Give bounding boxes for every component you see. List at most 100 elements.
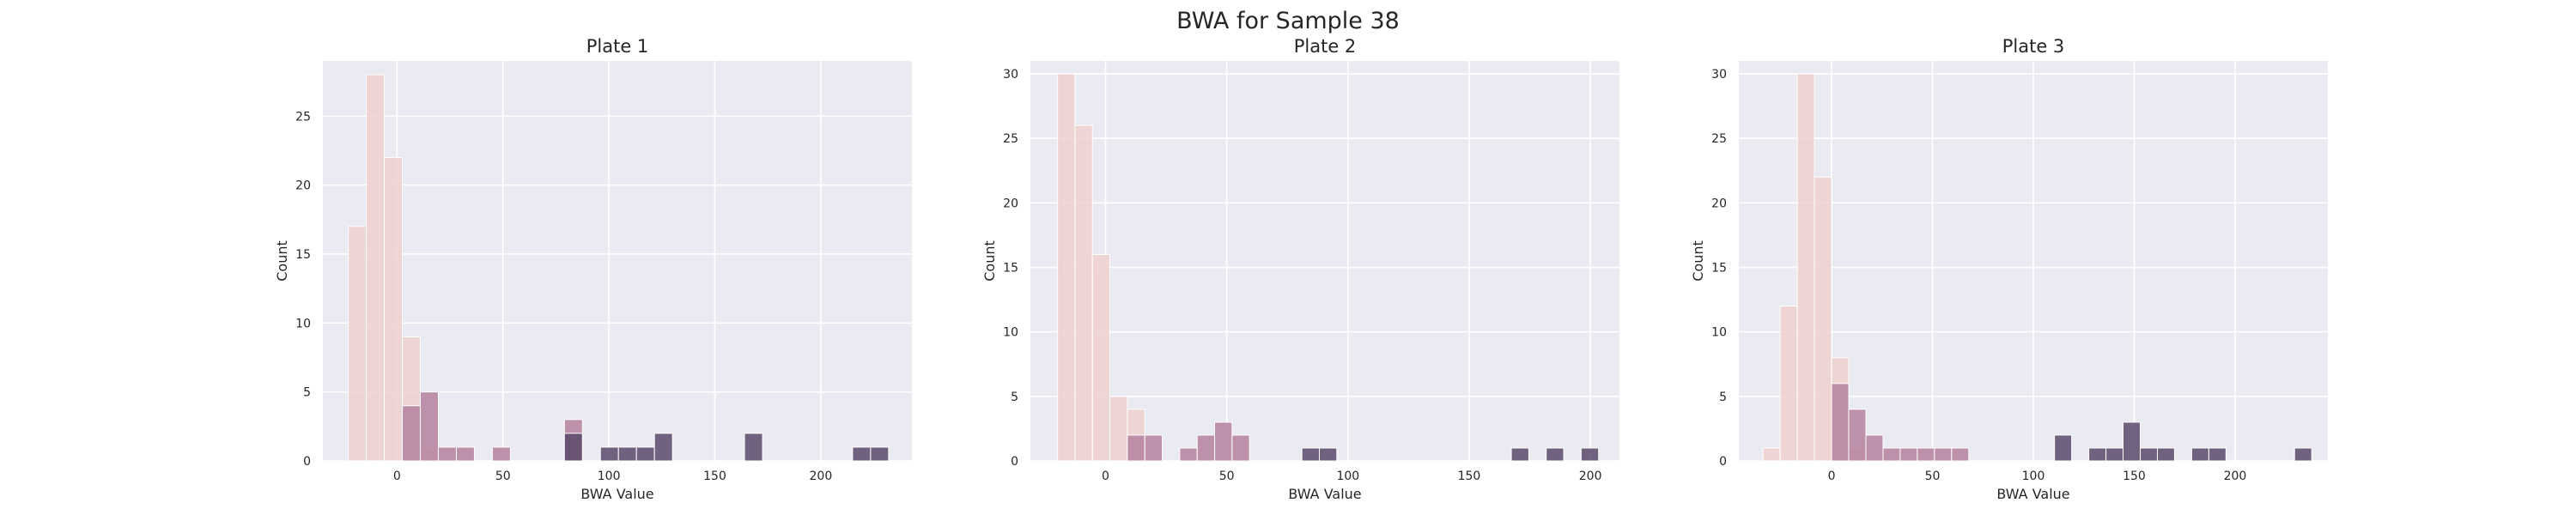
bar-low bbox=[348, 226, 368, 462]
bar-high bbox=[563, 433, 583, 462]
x-tick-label: 200 bbox=[810, 470, 833, 483]
bar-mid bbox=[1882, 447, 1901, 462]
y-axis-label: Count bbox=[274, 240, 290, 282]
y-tick-label: 15 bbox=[1003, 262, 1018, 276]
x-tick-label: 200 bbox=[1579, 470, 1602, 483]
bar-high bbox=[2140, 447, 2158, 462]
bar-low bbox=[1762, 447, 1781, 462]
x-tick-label: 100 bbox=[2022, 470, 2045, 483]
y-axis-label: Count bbox=[1690, 240, 1706, 282]
bar-high bbox=[2105, 447, 2124, 462]
bar-high bbox=[1319, 447, 1338, 462]
panel-1: 0 50 100 150 200 0 5 10 15 20 25 Plate 1 BWA Value Co… bbox=[274, 36, 912, 502]
x-axis-label: BWA Value bbox=[1996, 486, 2069, 502]
x-tick-label: 200 bbox=[2224, 470, 2247, 483]
bar-mid bbox=[1917, 447, 1935, 462]
bar-low bbox=[1796, 73, 1815, 462]
y-axis-label: Count bbox=[981, 240, 998, 282]
panel-3: 0 50 100 150 200 0 5 10 15 20 25 30 Plate 3 BWA Value… bbox=[1690, 36, 2328, 502]
bar-high bbox=[2293, 447, 2312, 462]
bar-mid bbox=[1196, 434, 1216, 462]
bar-mid bbox=[1231, 434, 1250, 462]
x-tick-label: 100 bbox=[598, 470, 621, 483]
bar-low bbox=[384, 156, 404, 462]
x-tick-label: 150 bbox=[703, 470, 726, 483]
x-tick-label: 0 bbox=[393, 470, 401, 483]
bar-high bbox=[2088, 447, 2107, 462]
bar-mid bbox=[1144, 434, 1163, 462]
panel-title: Plate 1 bbox=[586, 36, 649, 57]
y-tick-label: 20 bbox=[1711, 197, 1727, 210]
bar-low bbox=[1109, 396, 1128, 462]
bar-mid bbox=[402, 405, 422, 462]
bar-high bbox=[1580, 447, 1600, 462]
bar-high bbox=[870, 446, 890, 462]
bar-mid bbox=[420, 391, 439, 462]
y-tick-label: 0 bbox=[303, 455, 311, 469]
x-tick-label: 0 bbox=[1828, 470, 1836, 483]
bar-mid bbox=[1934, 447, 1953, 462]
bar-high bbox=[2156, 447, 2175, 462]
y-tick-label: 5 bbox=[1011, 391, 1018, 404]
bar-high bbox=[852, 446, 872, 462]
figure-suptitle: BWA for Sample 38 bbox=[1176, 8, 1400, 34]
bar-mid bbox=[491, 446, 511, 462]
bar-high bbox=[744, 433, 763, 462]
bar-low bbox=[1779, 306, 1798, 462]
x-tick-label: 50 bbox=[495, 470, 511, 483]
y-tick-label: 5 bbox=[1719, 391, 1727, 404]
bar-mid bbox=[437, 446, 457, 462]
x-tick-label: 0 bbox=[1102, 470, 1109, 483]
y-tick-label: 20 bbox=[1003, 197, 1018, 210]
x-axis-label: BWA Value bbox=[580, 486, 653, 502]
panel-2: 0 50 100 150 200 0 5 10 15 20 25 30 Plate 2 BWA Value… bbox=[981, 36, 1619, 502]
bar-high bbox=[2054, 434, 2073, 462]
x-tick-label: 150 bbox=[1458, 470, 1481, 483]
y-tick-label: 30 bbox=[1711, 68, 1727, 82]
bar-low bbox=[1814, 176, 1832, 462]
y-tick-label: 10 bbox=[1711, 326, 1727, 340]
bar-high bbox=[1546, 447, 1564, 462]
y-tick-label: 10 bbox=[1003, 326, 1018, 340]
bar-high bbox=[1301, 447, 1321, 462]
bar-high bbox=[635, 446, 655, 462]
y-tick-label: 15 bbox=[295, 248, 311, 262]
bar-high bbox=[617, 446, 637, 462]
x-tick-label: 150 bbox=[2123, 470, 2146, 483]
y-tick-label: 0 bbox=[1719, 455, 1727, 469]
bar-high bbox=[599, 446, 619, 462]
panel-title: Plate 3 bbox=[2002, 36, 2065, 57]
bar-high bbox=[2208, 447, 2227, 462]
bar-high bbox=[2190, 447, 2209, 462]
bar-mid bbox=[1951, 447, 1970, 462]
plot-area-2 bbox=[1030, 61, 1619, 461]
y-tick-label: 30 bbox=[1003, 68, 1018, 82]
x-tick-label: 100 bbox=[1336, 470, 1359, 483]
bar-mid bbox=[1179, 447, 1198, 462]
bar-mid bbox=[1899, 447, 1918, 462]
bar-mid bbox=[455, 446, 475, 462]
bar-high bbox=[2123, 421, 2142, 462]
bar-mid bbox=[1831, 383, 1850, 462]
bar-low bbox=[1074, 124, 1093, 462]
y-tick-label: 25 bbox=[1711, 132, 1727, 146]
bar-mid bbox=[1848, 409, 1867, 462]
y-tick-label: 5 bbox=[303, 386, 311, 400]
x-tick-label: 50 bbox=[1219, 470, 1235, 483]
y-tick-label: 25 bbox=[1003, 132, 1018, 146]
x-axis-label: BWA Value bbox=[1288, 486, 1361, 502]
bar-low bbox=[366, 74, 386, 462]
y-tick-label: 0 bbox=[1011, 455, 1018, 469]
bar-low bbox=[1057, 73, 1076, 462]
panel-title: Plate 2 bbox=[1294, 36, 1357, 57]
bar-low bbox=[1091, 253, 1111, 462]
y-tick-label: 25 bbox=[295, 110, 311, 124]
bar-high bbox=[1510, 447, 1529, 462]
bar-mid bbox=[1127, 434, 1145, 462]
bar-high bbox=[653, 433, 673, 462]
y-tick-label: 10 bbox=[295, 317, 311, 330]
bar-mid bbox=[1214, 421, 1233, 462]
bar-mid bbox=[1865, 434, 1884, 462]
x-tick-label: 50 bbox=[1925, 470, 1941, 483]
